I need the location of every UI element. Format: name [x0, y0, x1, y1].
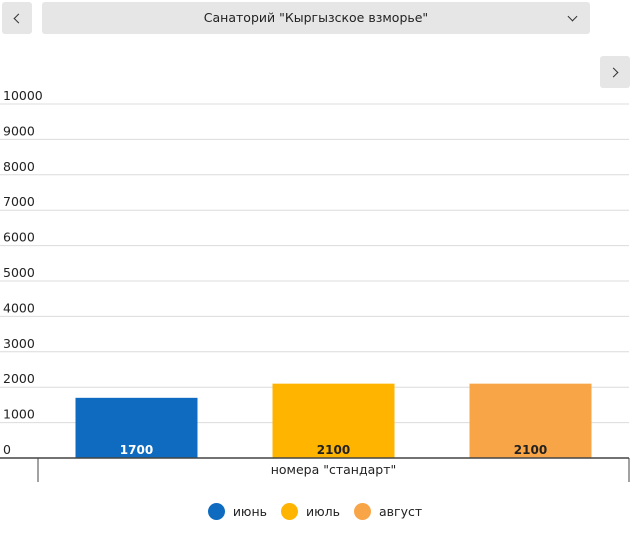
y-tick-label: 5000 [3, 265, 35, 280]
y-tick-label: 7000 [3, 194, 35, 209]
sanatorium-select[interactable]: Санаторий "Кыргызское взморье" [42, 2, 590, 34]
y-tick-label: 10000 [3, 88, 43, 103]
y-tick-label: 0 [3, 442, 11, 457]
y-tick-label: 3000 [3, 336, 35, 351]
y-tick-label: 8000 [3, 159, 35, 174]
legend-label: август [379, 504, 423, 519]
y-tick-label: 1000 [3, 407, 35, 422]
legend: июнь июль август [0, 503, 630, 520]
legend-marker [281, 503, 298, 520]
data-label: 2100 [317, 443, 350, 457]
data-label: 2100 [514, 443, 547, 457]
bar-chart: 0 1000 2000 3000 4000 5000 6000 7000 8000 9000 100… [0, 88, 630, 482]
bar-июнь [75, 397, 198, 458]
prev-button[interactable] [2, 2, 32, 34]
next-button[interactable] [600, 56, 630, 88]
legend-item-август[interactable]: август [354, 503, 422, 520]
legend-marker [207, 503, 225, 520]
legend-label: июнь [232, 504, 267, 519]
x-category-label: номера "стандарт" [271, 462, 397, 477]
sanatorium-select-label: Санаторий "Кыргызское взморье" [203, 10, 429, 25]
legend-item-июнь[interactable]: июнь [207, 503, 267, 520]
bar-август [469, 383, 592, 458]
y-tick-label: 4000 [3, 300, 35, 315]
y-tick-label: 9000 [3, 123, 35, 138]
y-tick-label: 6000 [3, 230, 35, 245]
legend-marker [354, 503, 372, 520]
legend-item-июль[interactable]: июль [281, 503, 340, 520]
y-tick-label: 2000 [3, 371, 35, 386]
data-label: 1700 [120, 443, 153, 457]
bar-июль [272, 383, 395, 458]
legend-label: июль [306, 504, 341, 519]
